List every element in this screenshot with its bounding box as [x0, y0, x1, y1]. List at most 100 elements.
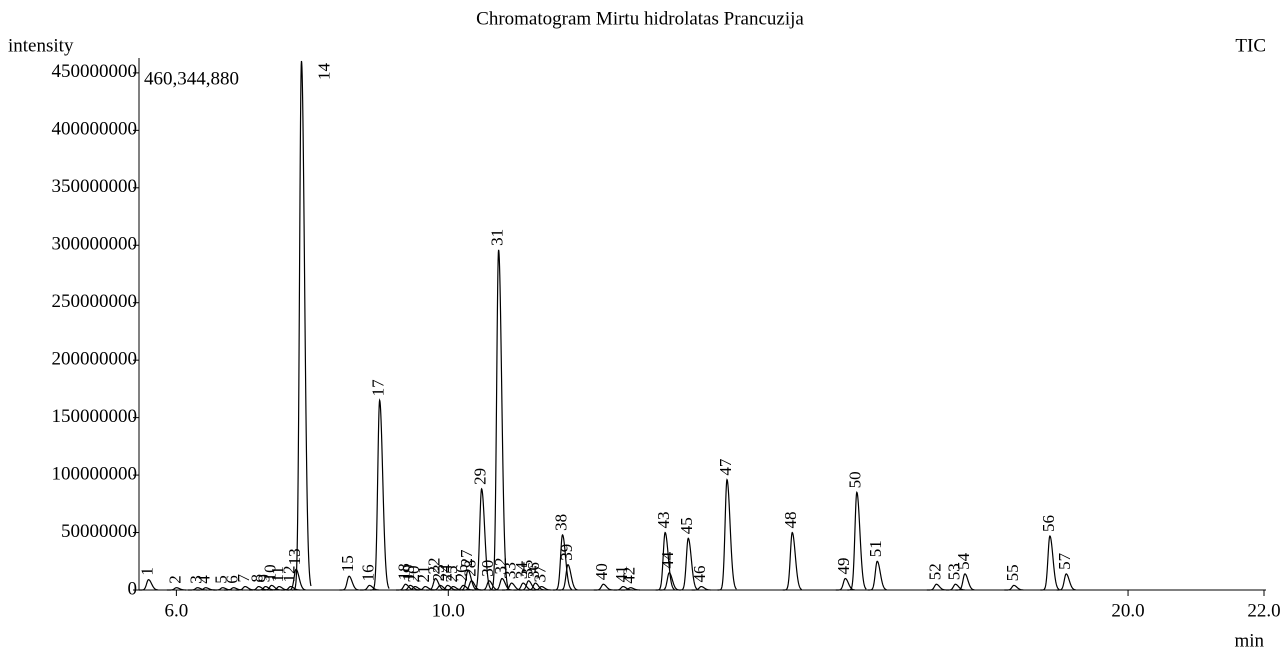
peak-label: 39 [557, 544, 576, 561]
peak [281, 585, 301, 591]
peak-label: 4 [195, 575, 214, 584]
peak [593, 583, 613, 591]
max-label: 460,344,880 [144, 68, 239, 89]
peak-label: 45 [677, 517, 696, 534]
peak [472, 487, 492, 591]
x-axis-label: min [1234, 630, 1264, 650]
peak [513, 582, 533, 591]
peak-label: 22 [424, 558, 443, 575]
peak [552, 533, 573, 591]
y-tick-label: 150000000 [52, 406, 138, 427]
peak-label: 56 [1039, 515, 1058, 532]
y-tick-label: 350000000 [52, 176, 138, 197]
peak-label: 10 [260, 564, 279, 581]
peak [945, 583, 965, 591]
peak-label: 27 [457, 549, 476, 567]
peak-label: 48 [781, 512, 800, 529]
peak [717, 478, 737, 591]
peak [678, 537, 699, 591]
peak [262, 584, 282, 591]
peak [691, 585, 711, 591]
peak-label: 24 [437, 564, 456, 582]
peak-label: 55 [1003, 564, 1022, 581]
y-tick-label: 450000000 [52, 61, 138, 82]
peak-label: 52 [925, 563, 944, 580]
peak [187, 587, 207, 591]
peak-label: 54 [954, 552, 973, 570]
peak [659, 572, 679, 591]
peak [196, 587, 216, 591]
peak-label: 18 [394, 563, 413, 580]
peak-label: 36 [524, 562, 543, 579]
peak-label: 50 [846, 471, 865, 488]
peak [489, 249, 509, 591]
peak [425, 577, 445, 591]
peak-label: 5 [212, 575, 231, 584]
peak [1004, 584, 1024, 591]
peak-label: 25 [442, 566, 461, 583]
peak [1040, 535, 1060, 591]
x-tick-label: 20.0 [1111, 600, 1144, 621]
peak-label: 42 [619, 567, 638, 584]
peak [1056, 573, 1076, 591]
x-tick-label: 22.0 [1247, 600, 1280, 621]
y-tick-label: 400000000 [52, 119, 138, 140]
x-tick-label: 6.0 [165, 600, 189, 621]
peak-label: 19 [399, 564, 418, 581]
y-axis-label: intensity [8, 35, 74, 56]
peak-label: 53 [944, 563, 963, 580]
peak-label: 14 [314, 63, 333, 81]
x-tick-label: 10.0 [432, 600, 465, 621]
peak [558, 564, 578, 591]
peak-label: 35 [517, 560, 536, 577]
peak-label: 15 [338, 555, 357, 572]
peak-label: 34 [512, 562, 531, 580]
peak-label: 51 [866, 540, 885, 557]
y-tick-label: 200000000 [52, 349, 138, 370]
peak [847, 491, 867, 591]
peak-label: 41 [612, 566, 631, 583]
peak [867, 560, 887, 591]
y-tick-label: 0 [128, 578, 138, 599]
peak-label: 46 [690, 566, 709, 583]
chart-title: Chromatogram Mirtu hidrolatas Prancuzija [476, 8, 804, 29]
peak [291, 60, 312, 591]
y-tick-label: 300000000 [52, 234, 138, 255]
peak [339, 575, 359, 591]
peak [620, 587, 640, 591]
trace-label: TIC [1235, 35, 1266, 56]
peak-label: 43 [654, 512, 673, 529]
peak [531, 585, 551, 591]
peak-label: 30 [478, 560, 497, 577]
peak [479, 580, 499, 591]
peak [782, 531, 803, 591]
peak-label: 16 [358, 564, 377, 581]
peak-label: 11 [268, 566, 287, 582]
peak-label: 37 [530, 565, 549, 583]
peak-label: 32 [491, 558, 510, 575]
peak-label: 49 [834, 558, 853, 575]
y-tick-label: 100000000 [52, 463, 138, 484]
peak [501, 582, 522, 591]
y-tick-label: 250000000 [52, 291, 138, 312]
peak-label: 1 [137, 567, 156, 576]
peak-label: 6 [222, 575, 241, 584]
peak-label: 2 [165, 575, 184, 584]
peak-label: 33 [500, 562, 519, 579]
peak-label: 31 [487, 229, 506, 246]
peak [955, 573, 975, 591]
y-tick-label: 50000000 [61, 521, 137, 542]
peak-label: 3 [186, 575, 205, 584]
peak-label: 9 [254, 574, 273, 583]
peak-label: 29 [471, 468, 490, 485]
peak [458, 569, 478, 591]
peak-label: 38 [551, 514, 570, 531]
peak-label: 20 [404, 566, 423, 583]
peak-label: 21 [414, 566, 433, 583]
peak-label: 13 [285, 548, 304, 565]
peak [166, 587, 186, 591]
peak-label: 47 [716, 458, 735, 476]
peak-label: 17 [369, 379, 388, 397]
peak [139, 579, 159, 591]
